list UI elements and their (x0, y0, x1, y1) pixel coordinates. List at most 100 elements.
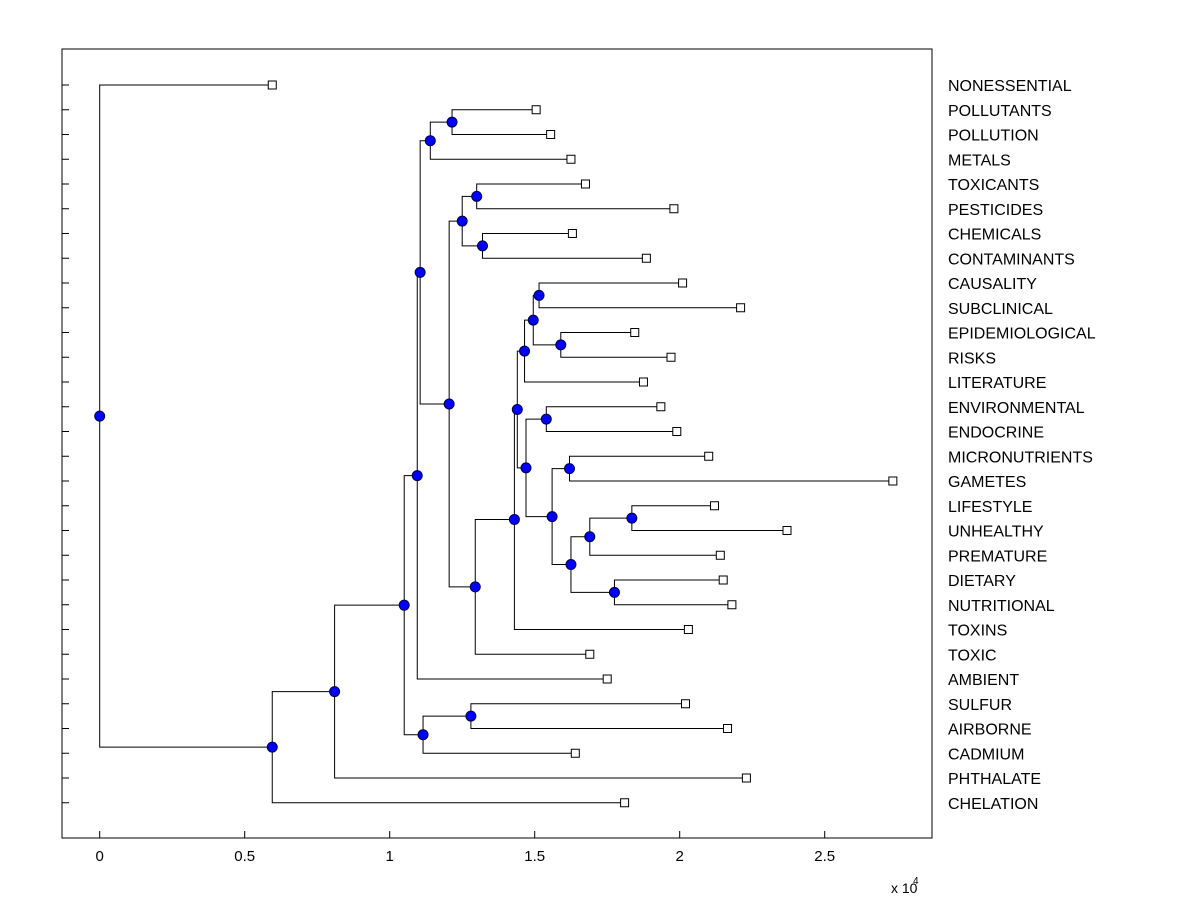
branch (429, 121, 453, 141)
leaf-marker (531, 105, 541, 115)
leaf-label: EPIDEMIOLOGICAL (948, 326, 1096, 343)
leaf-label: NUTRITIONAL (948, 598, 1055, 615)
x-tick-label: 0.5 (234, 848, 255, 865)
leaf-label: PHTHALATE (948, 771, 1041, 788)
node-marker (584, 531, 596, 543)
leaf-marker (669, 204, 679, 214)
x-tick-label: 0 (96, 848, 104, 865)
leaf-marker (641, 253, 651, 263)
leaf-marker (546, 130, 556, 139)
branch (589, 536, 721, 556)
node-marker (94, 410, 106, 422)
leaf-marker (602, 674, 612, 684)
x-tick-label: 1 (386, 848, 394, 865)
leaf-label: CONTAMINANTS (948, 251, 1075, 268)
leaf-marker (630, 328, 640, 337)
node-marker (411, 470, 423, 482)
branch (403, 605, 424, 736)
node-marker (527, 314, 539, 326)
leaf-marker (656, 402, 666, 412)
node-marker (477, 240, 488, 252)
leaf-marker (566, 154, 576, 164)
branch (524, 351, 644, 383)
leaf-marker (585, 649, 595, 659)
leaf-markers (267, 80, 898, 808)
leaf-label: RISKS (948, 350, 996, 367)
leaf-label: SULFUR (948, 697, 1012, 714)
node-marker (443, 398, 455, 410)
branch (461, 221, 483, 247)
x-axis-exponent: x 10 4 (891, 876, 919, 896)
x-tick-label: 2.5 (814, 848, 835, 865)
branch (474, 518, 515, 587)
branch (334, 691, 747, 779)
branch (334, 604, 405, 692)
node-marker (511, 403, 523, 415)
leaf-label: CHEMICALS (948, 227, 1041, 244)
branch (474, 586, 590, 655)
leaf-label: TOXINS (948, 623, 1007, 640)
branch (570, 564, 615, 593)
branch (525, 418, 547, 468)
leaf-label: METALS (948, 152, 1011, 169)
leaf-marker (723, 724, 733, 733)
node-marker (540, 413, 552, 425)
branch (99, 84, 273, 417)
leaf-marker (638, 377, 648, 387)
leaf-label: PESTICIDES (948, 202, 1043, 219)
leaf-label: LITERATURE (948, 375, 1046, 392)
node-marker (555, 339, 567, 351)
leaf-label: CHELATION (948, 796, 1038, 813)
leaf-marker (710, 501, 719, 511)
branch (513, 519, 689, 630)
leaf-label: TOXICANTS (948, 177, 1039, 194)
leaf-label: PREMATURE (948, 548, 1047, 565)
y-ticks (62, 84, 69, 804)
leaf-marker (683, 625, 693, 634)
leaf-label: UNHEALTHY (948, 524, 1044, 541)
leaf-marker (782, 526, 792, 535)
node-marker (446, 116, 458, 128)
leaf-marker (888, 476, 898, 486)
branch (570, 536, 590, 565)
plot-area (61, 48, 933, 839)
branch (99, 416, 273, 748)
leaf-label: SUBCLINICAL (948, 301, 1053, 318)
leaf-label: LIFESTYLE (948, 499, 1032, 516)
leaf-marker (718, 575, 728, 585)
node-marker (626, 512, 638, 524)
leaf-label: ENVIRONMENTAL (948, 400, 1085, 417)
leaf-marker (267, 80, 277, 90)
leaf-marker (620, 798, 630, 808)
leaf-marker (681, 699, 690, 709)
leaf-label: TOXIC (948, 647, 997, 664)
node-marker (471, 190, 483, 202)
node-marker (533, 289, 545, 301)
node-marker (564, 463, 575, 475)
branch (422, 715, 471, 735)
leaf-marker (567, 229, 577, 238)
node-marker (417, 729, 429, 741)
leaf-label: AIRBORNE (948, 722, 1032, 739)
branch (551, 516, 571, 566)
leaf-label: DIETARY (948, 573, 1016, 590)
x-tick-label: 1.5 (524, 848, 545, 865)
leaf-label: CAUSALITY (948, 276, 1037, 293)
branch (429, 140, 571, 160)
leaf-label: NONESSENTIAL (948, 78, 1072, 95)
branch (422, 734, 576, 754)
leaf-marker (580, 179, 590, 189)
node-marker (456, 215, 468, 227)
leaf-labels: NONESSENTIAL POLLUTANTS POLLUTION METALS TOX… (948, 78, 1096, 813)
branch (589, 517, 632, 537)
branch (525, 467, 553, 518)
branch (551, 468, 570, 517)
node-markers (94, 116, 638, 753)
branch (448, 403, 476, 588)
node-marker (398, 599, 410, 611)
node-marker (608, 586, 620, 598)
node-marker (520, 462, 532, 474)
node-marker (414, 266, 426, 278)
node-marker (329, 686, 341, 698)
